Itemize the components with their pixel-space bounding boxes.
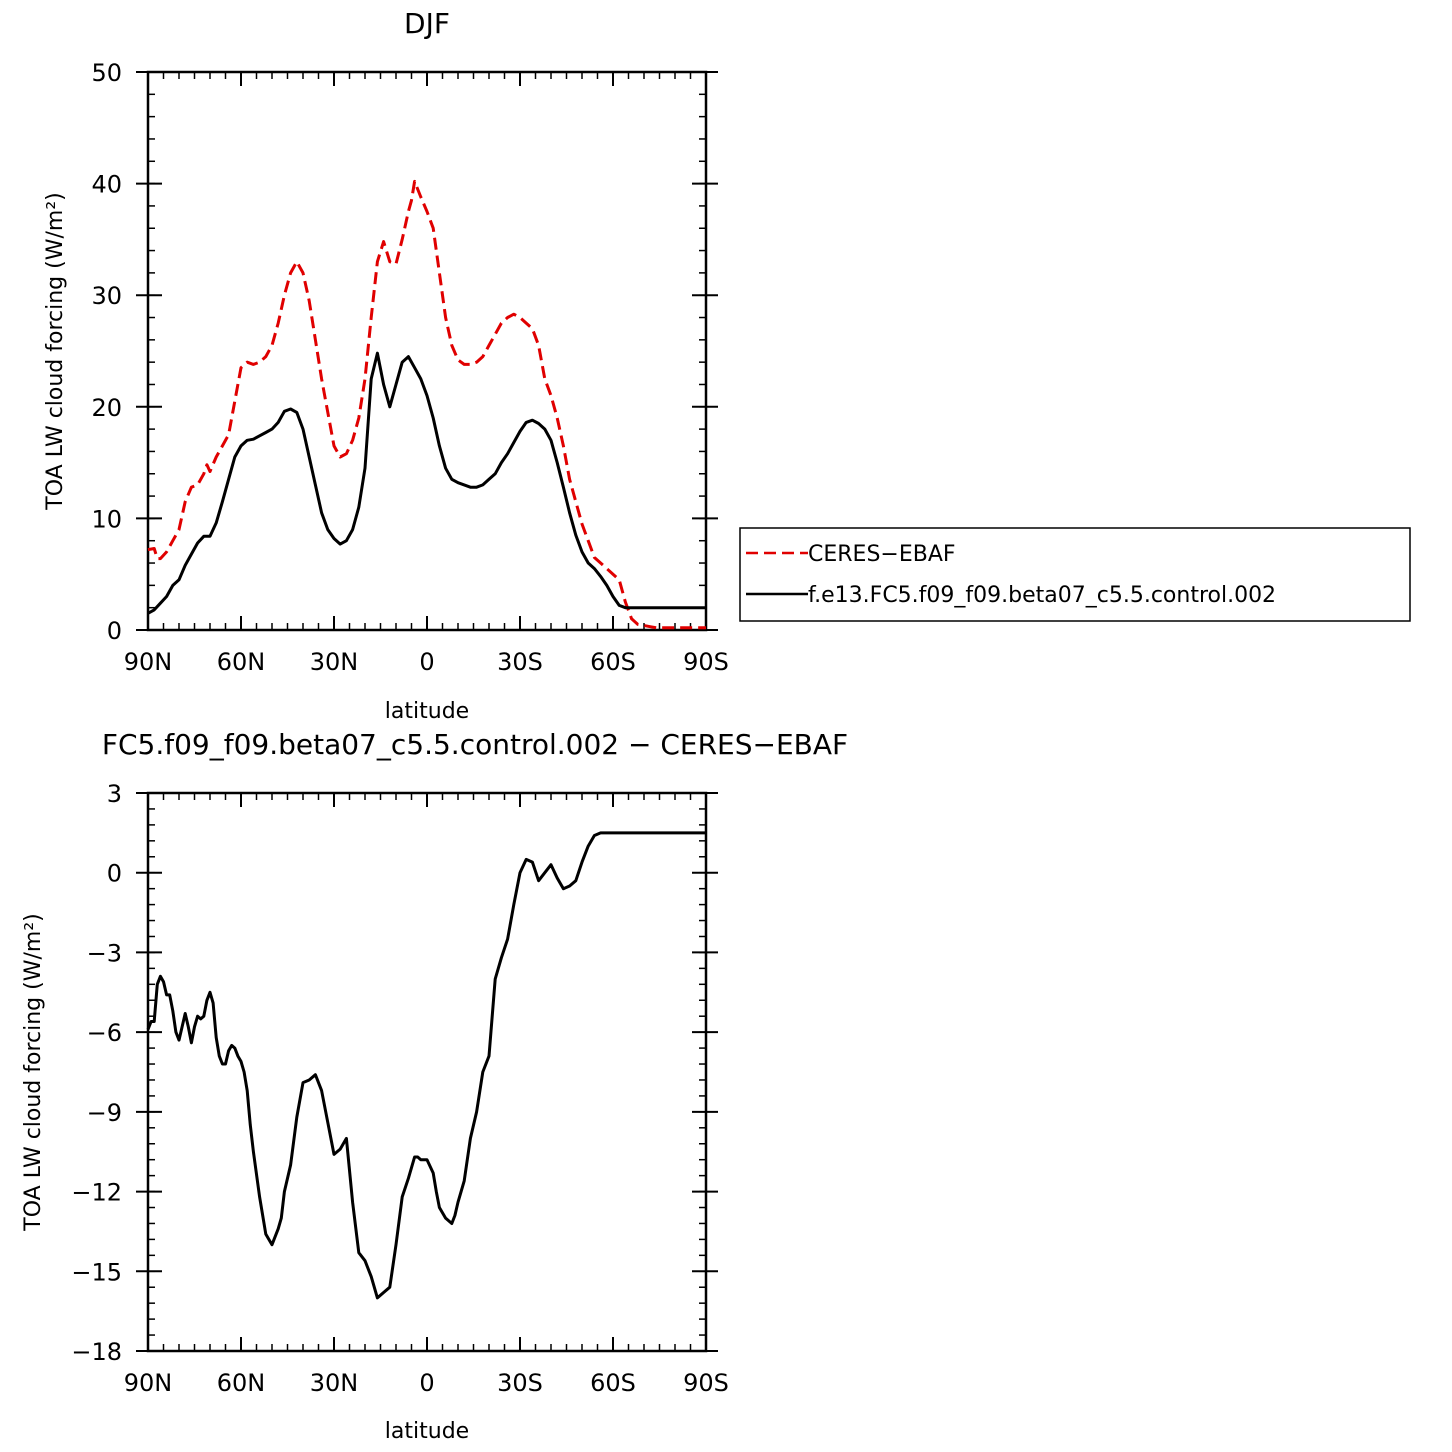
top-x-axis-title: latitude [385, 699, 469, 724]
x-tick-label: 60S [590, 1369, 636, 1397]
legend-label-ceres: CERES−EBAF [808, 542, 956, 567]
x-tick-label: 90N [124, 1369, 173, 1397]
y-tick-label: −3 [87, 939, 122, 967]
y-tick-label: 40 [91, 171, 122, 199]
series-line-0-0 [147, 179, 706, 630]
bottom-series-lines [146, 831, 706, 1300]
x-tick-label: 60N [217, 1369, 266, 1397]
bottom-x-axis-title: latitude [385, 1419, 469, 1444]
y-tick-label: 3 [107, 780, 122, 808]
top-y-axis-title: TOA LW cloud forcing (W/m²) [43, 192, 68, 510]
series-line-0-1 [147, 351, 706, 615]
x-tick-label: 30N [310, 1369, 359, 1397]
y-tick-label: 20 [91, 394, 122, 422]
x-tick-label: 90S [683, 1369, 729, 1397]
top-y-ticks: 0 10 20 30 40 50 [91, 59, 718, 645]
y-tick-label: −12 [71, 1179, 122, 1207]
x-tick-label: 30S [497, 648, 543, 676]
y-tick-label: −15 [71, 1258, 122, 1286]
x-tick-label: 0 [419, 1369, 434, 1397]
y-tick-label: 0 [107, 860, 122, 888]
legend: CERES−EBAF f.e13.FC5.f09_f09.beta07_c5.5… [739, 527, 1411, 622]
legend-label-model: f.e13.FC5.f09_f09.beta07_c5.5.control.00… [808, 583, 1276, 608]
y-tick-label: 50 [91, 59, 122, 87]
x-tick-label: 0 [419, 648, 434, 676]
top-chart-title: DJF [404, 7, 450, 40]
bottom-y-axis-title: TOA LW cloud forcing (W/m²) [21, 913, 46, 1231]
bottom-chart-title: FC5.f09_f09.beta07_c5.5.control.002 − CE… [102, 728, 848, 761]
y-tick-label: 30 [91, 282, 122, 310]
bottom-x-ticks: 90N 60N 30N 0 30S 60S 90S [124, 793, 729, 1397]
x-tick-label: 90N [124, 648, 173, 676]
y-tick-label: 10 [91, 505, 122, 533]
x-tick-label: 30N [310, 648, 359, 676]
series-line-1-0 [146, 831, 706, 1300]
top-chart: DJF 90N 60N 30N 0 30S 60S 90S 0 10 20 30 40 50 lati… [43, 7, 1411, 724]
legend-box [739, 527, 1411, 622]
top-chart-plot-area [146, 70, 708, 632]
x-tick-label: 30S [497, 1369, 543, 1397]
y-tick-label: −18 [71, 1338, 122, 1366]
y-tick-label: −9 [87, 1099, 122, 1127]
bottom-chart-plot-area [146, 791, 708, 1353]
bottom-y-ticks: 3 0 −3 −6 −9 −12 −15 −18 [71, 780, 718, 1366]
top-series-lines [147, 179, 706, 630]
top-x-ticks: 90N 60N 30N 0 30S 60S 90S [124, 72, 729, 676]
bottom-chart: FC5.f09_f09.beta07_c5.5.control.002 − CE… [21, 728, 848, 1444]
x-tick-label: 60N [217, 648, 266, 676]
x-tick-label: 60S [590, 648, 636, 676]
y-tick-label: −6 [87, 1019, 122, 1047]
y-tick-label: 0 [107, 617, 122, 645]
x-tick-label: 90S [683, 648, 729, 676]
